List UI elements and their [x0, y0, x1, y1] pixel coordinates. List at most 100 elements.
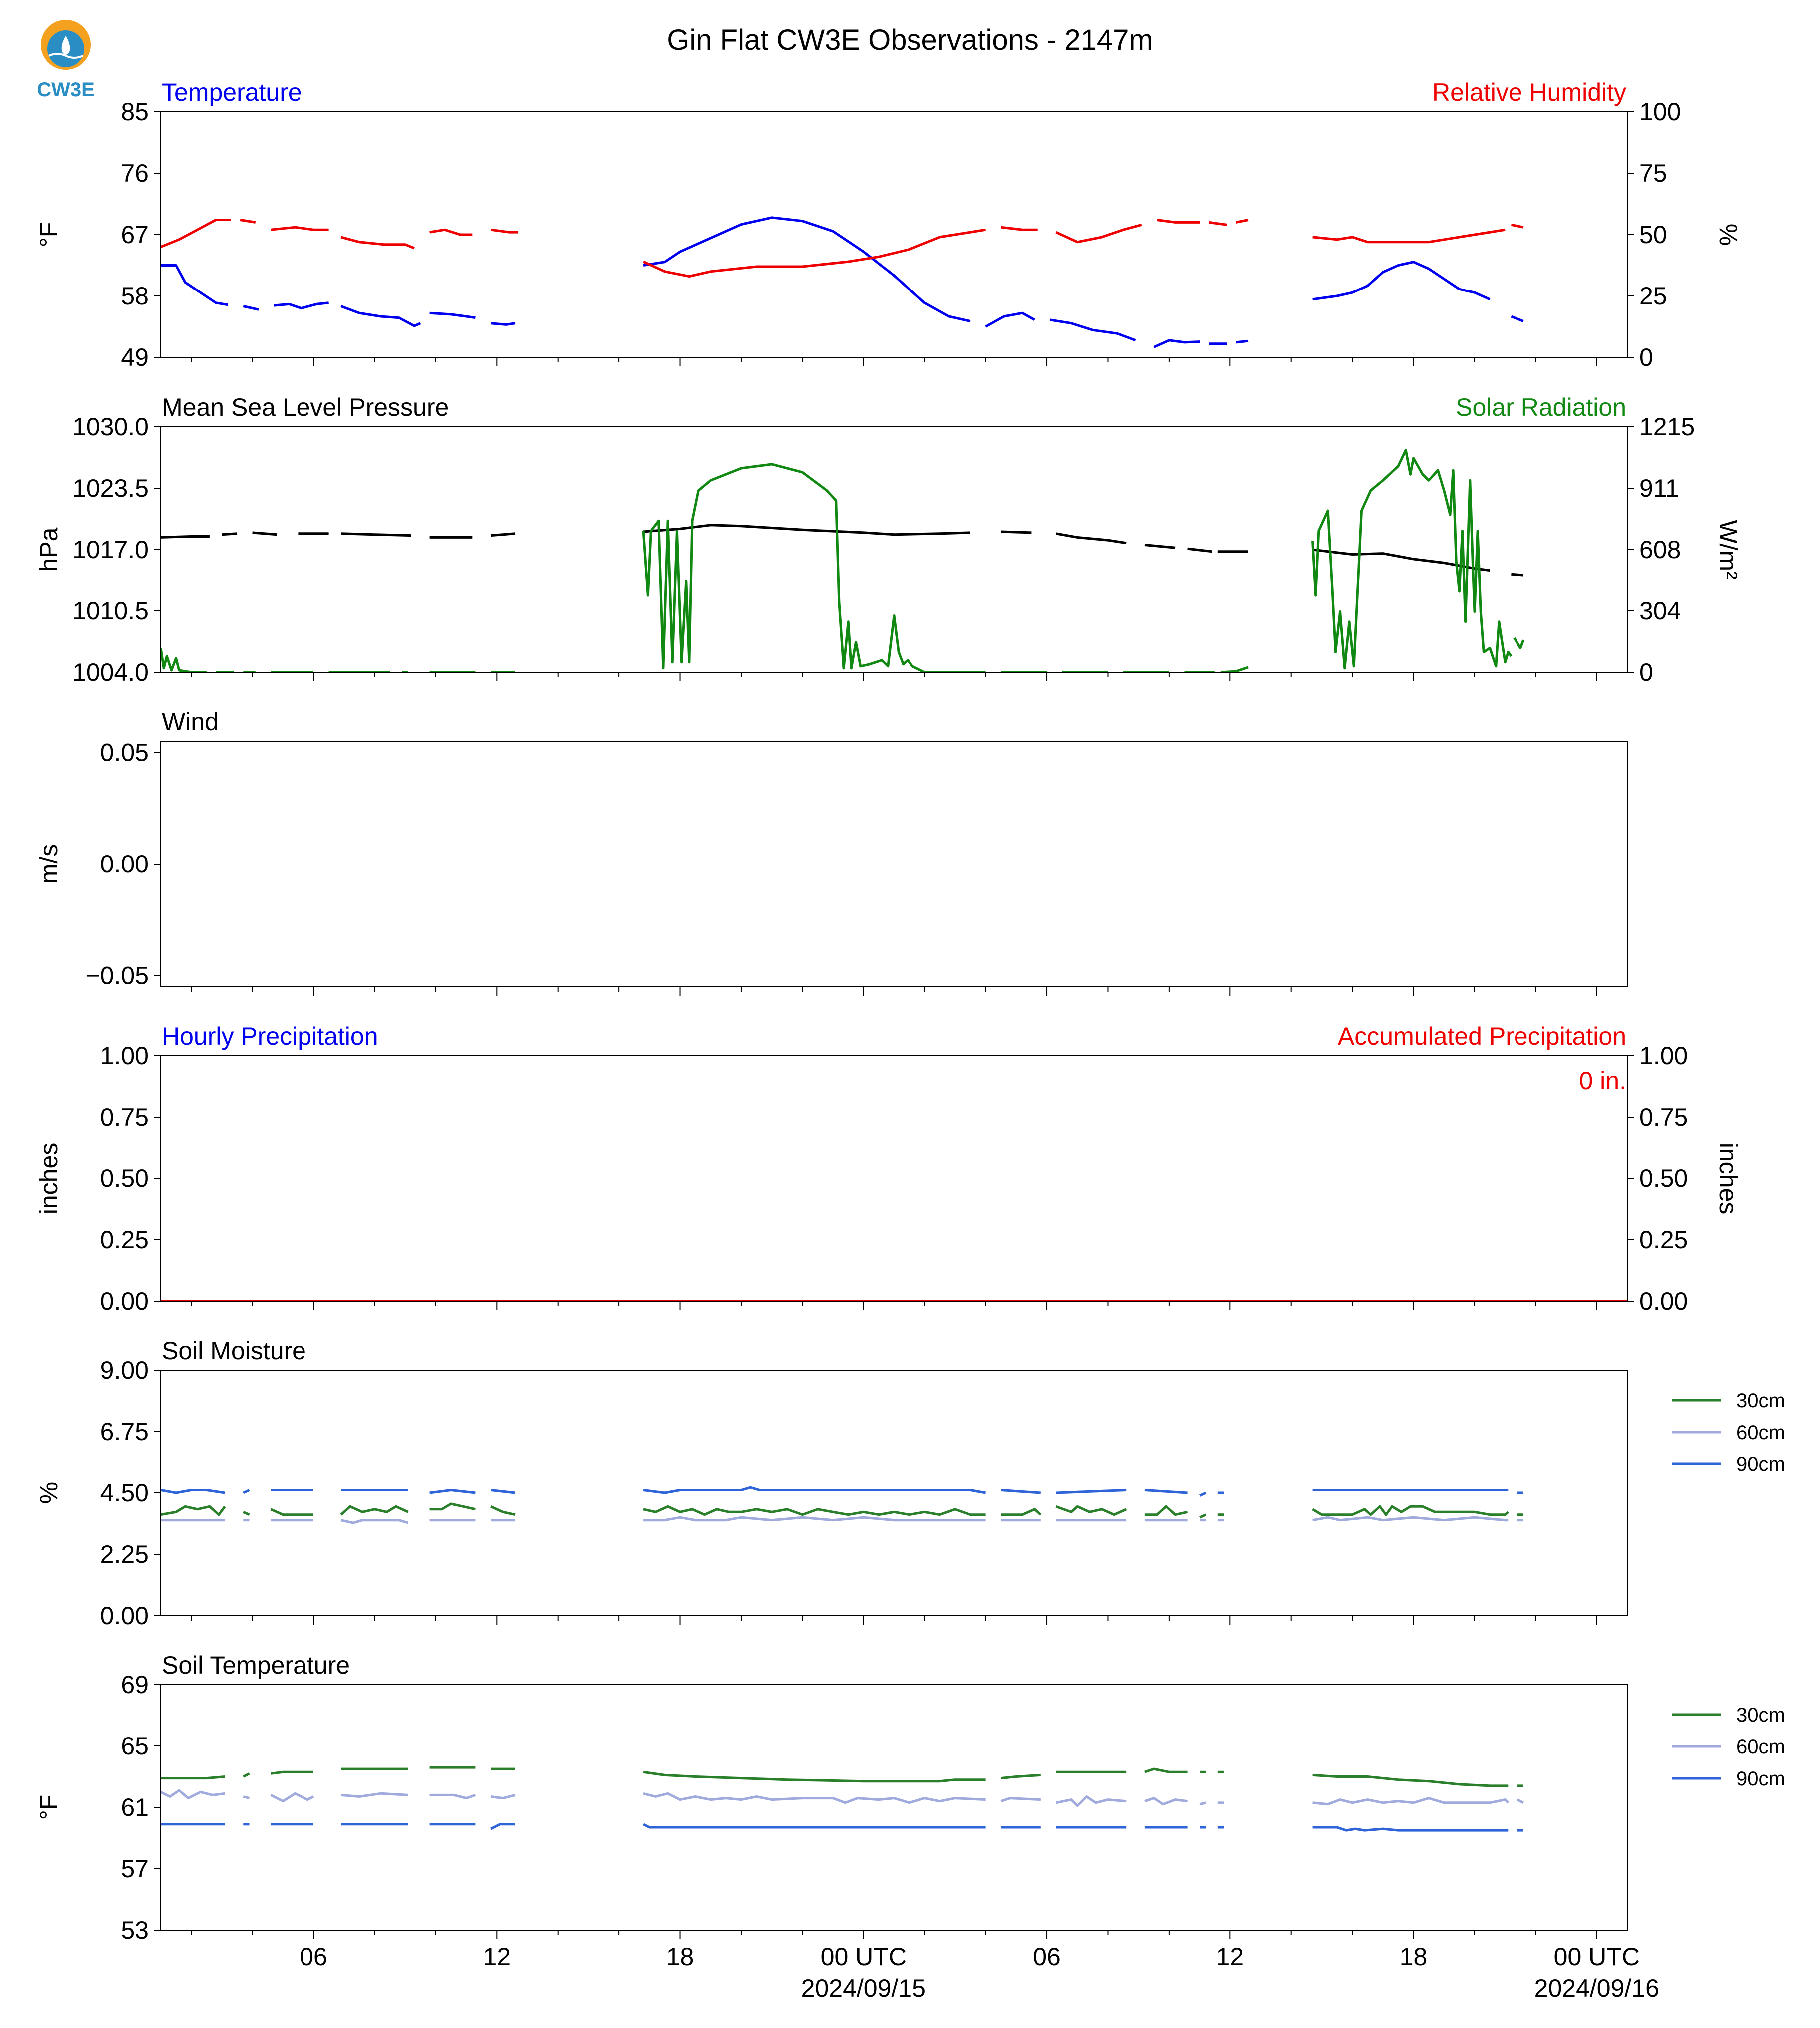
y-tick-label-right: 75	[1639, 159, 1667, 187]
x-tick-label: 06	[1033, 1943, 1061, 1971]
legend-label: 60cm	[1736, 1422, 1785, 1444]
panel-title-right: Relative Humidity	[1432, 78, 1626, 106]
series-line	[340, 1505, 409, 1516]
legend-label: 60cm	[1736, 1736, 1785, 1758]
panel-title-left: Wind	[162, 708, 219, 736]
y-tick-label-left: 58	[121, 282, 149, 310]
y-tick-label-left: 9.00	[100, 1356, 149, 1384]
series-line	[222, 532, 238, 536]
series-60cm	[161, 1789, 1524, 1807]
series-line	[490, 1505, 516, 1516]
series-layer	[161, 449, 1525, 672]
y-tick-label-left: 0.75	[100, 1103, 149, 1131]
series-line	[1000, 1773, 1041, 1780]
y-tick-label-left: 0.50	[100, 1164, 149, 1192]
series-line	[340, 305, 421, 327]
series-line	[1511, 315, 1524, 322]
series-line	[161, 264, 229, 306]
plot-frame	[160, 1055, 1628, 1302]
series-line	[643, 524, 971, 536]
series-line	[1209, 221, 1227, 226]
series-line	[643, 1770, 986, 1783]
series-line	[1055, 223, 1142, 244]
x-date-label: 2024/09/15	[801, 1974, 926, 2002]
y-tick-label-left: 76	[121, 159, 149, 187]
series-line	[490, 228, 519, 234]
legend-label: 30cm	[1736, 1390, 1785, 1412]
panel-title-left: Temperature	[162, 78, 302, 106]
y-tick-label-left: 4.50	[100, 1479, 149, 1507]
panel-temp_rh: Temperature Relative Humidity 49 58 67 76 85 0 2…	[35, 78, 1742, 371]
series-line	[341, 532, 411, 537]
panel-soil_temperature: Soil Temperature 53 57 61 65 69 °F 30cm 60cm 90cm	[35, 1651, 1785, 1944]
y-tick-label-left: 49	[121, 343, 149, 371]
panel-wind: Wind −0.05 0.00 0.05 m/s	[35, 708, 1628, 996]
x-tick-label: 00 UTC	[821, 1943, 907, 1971]
y-tick-label-right: 100	[1639, 98, 1681, 126]
series-line	[1312, 1505, 1509, 1516]
y-axis-label-left: hPa	[35, 527, 63, 572]
series-line	[643, 1792, 986, 1804]
panel-precip: Hourly Precipitation Accumulated Precipit…	[35, 1022, 1742, 1315]
plot-frame	[160, 741, 1628, 987]
series-line	[240, 219, 256, 224]
series-line	[429, 1489, 476, 1494]
series-line	[340, 236, 415, 250]
legend: 30cm 60cm 90cm	[1672, 1390, 1785, 1475]
logo-wave-icon	[48, 53, 83, 59]
series-line	[1001, 1489, 1041, 1494]
logo-text: CW3E	[37, 79, 95, 101]
series-mean-sea-level-pressure	[161, 524, 1524, 577]
series-line	[1199, 1801, 1206, 1806]
series-layer	[161, 1486, 1523, 1524]
series-line	[643, 216, 971, 323]
series-line	[340, 1519, 409, 1524]
series-line	[243, 1489, 250, 1494]
y-axis-label-left: m/s	[35, 844, 63, 884]
y-axis-label-left: °F	[35, 1795, 63, 1820]
panel-soil_moisture: Soil Moisture 0.00 2.25 4.50 6.75 9.00% 30cm 60…	[35, 1337, 1785, 1630]
series-line	[1199, 1513, 1207, 1519]
series-line	[1236, 339, 1249, 344]
legend: 30cm 60cm 90cm	[1672, 1704, 1785, 1790]
series-line	[1312, 1826, 1509, 1832]
precip-total-annotation: 0 in.	[1579, 1067, 1626, 1095]
plot-frame	[160, 1684, 1628, 1931]
series-line	[1511, 223, 1524, 229]
series-relative-humidity	[161, 219, 1524, 278]
series-line	[1199, 1491, 1207, 1497]
y-tick-label-right: 911	[1639, 474, 1679, 502]
y-axis-label-left: %	[35, 1482, 63, 1504]
y-axis-label-right: inches	[1714, 1143, 1742, 1215]
series-line	[1312, 548, 1490, 572]
series-line	[243, 1795, 250, 1800]
y-tick-label-left: −0.05	[85, 962, 149, 990]
series-line	[270, 1792, 314, 1803]
y-tick-label-left: 0.00	[100, 850, 149, 878]
series-line	[1056, 1489, 1127, 1494]
y-axis-label-left: inches	[35, 1143, 63, 1215]
y-tick-label-left: 2.25	[100, 1540, 149, 1568]
panel-title-right: Accumulated Precipitation	[1338, 1022, 1626, 1050]
series-line	[1049, 318, 1136, 342]
series-line	[161, 1775, 225, 1780]
y-tick-label-right: 0.00	[1639, 1287, 1688, 1315]
series-line	[1187, 547, 1212, 553]
series-line	[1312, 261, 1491, 301]
legend-label: 30cm	[1736, 1704, 1785, 1726]
series-line	[490, 1823, 515, 1830]
x-tick-label: 06	[300, 1943, 327, 1971]
x-axis: 06 12 18 00 UTC 06 12 18 00 UTC 2024/09/15 2024/0…	[300, 1943, 1659, 2002]
series-90cm	[161, 1823, 1523, 1832]
series-layer	[161, 216, 1524, 348]
series-line	[1144, 1505, 1188, 1516]
series-line	[1055, 532, 1127, 545]
series-line	[161, 535, 210, 539]
series-line	[490, 322, 516, 326]
x-date-label: 2024/09/16	[1534, 1974, 1659, 2002]
series-line	[340, 1792, 408, 1798]
y-tick-label-left: 0.05	[100, 738, 149, 766]
y-axis-label-right: %	[1714, 224, 1742, 246]
series-line	[985, 311, 1035, 328]
